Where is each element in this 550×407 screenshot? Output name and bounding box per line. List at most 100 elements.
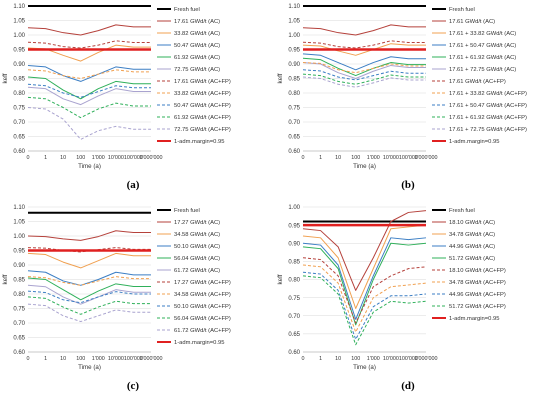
series-line [302,264,427,333]
series-line [27,69,151,79]
legend-label: 61.92 GWd/t (AC) [174,55,220,61]
x-tick-label: 10 [335,155,341,161]
legend-label: 56.04 GWd/t (AC) [174,256,220,262]
series-line [302,242,427,326]
series-line [302,224,427,309]
y-tick-label: 0.70 [13,120,25,126]
chart-panel-2: 0.60 0.65 0.70 0.75 0.80 0.85 0.90 0.95 1.00 1.05… [277,4,527,170]
x-tick-label: 10 [60,155,66,161]
series-line [302,57,426,77]
series-line [27,276,151,286]
chart-panel-4: 0.60 0.65 0.70 0.75 0.80 0.85 0.90 0.95 1.00 0 1 10… [277,205,506,371]
y-axis-title: keff [277,274,284,284]
legend-label: 51.72 GWd/t (AC) [449,256,495,262]
y-tick-label: 1.10 [13,205,25,211]
series-line [302,275,427,346]
y-tick-label: 0.75 [13,106,25,112]
legend-label: 44.96 GWd/t (AC+FP) [449,292,506,298]
panel-label: (a) [127,179,140,191]
legend-label: 51.72 GWd/t (AC+FP) [449,304,506,310]
y-tick-label: 0.90 [288,62,300,68]
x-tick-label: 1'000 [92,356,105,362]
legend-label: Fresh fuel [449,7,475,13]
series-line [27,24,151,36]
y-tick-label: 1.05 [13,220,25,226]
y-tick-label: 1.10 [288,4,300,10]
series-line [27,296,151,315]
legend-label: 61.72 GWd/t (AC) [174,268,220,274]
series-line [27,284,151,305]
y-tick-label: 0.90 [13,263,25,269]
chart-panel-1: 0.60 0.65 0.70 0.75 0.80 0.85 0.90 0.95 1.00 1.05… [2,4,231,170]
legend-label: 33.82 GWd/t (AC) [174,31,220,37]
x-tick-label: 100'000 [124,356,143,362]
series-line [27,230,151,241]
x-tick-label: 1'000'000 [414,356,437,362]
series-line [27,270,151,286]
legend-label: 17.27 GWd/t (AC+FP) [174,280,231,286]
panel-label: (b) [401,179,415,191]
legend-label: Fresh fuel [449,208,475,214]
y-tick-label: 0.65 [288,135,300,141]
legend-label: 1-adm.margin=0.95 [174,139,224,145]
x-tick-label: 100 [76,356,85,362]
series-line [27,83,151,98]
series-line [302,237,427,320]
x-tick-label: 0 [27,155,30,161]
series-line [27,277,151,301]
y-tick-label: 0.70 [13,321,25,327]
series-line [302,40,426,49]
y-tick-label: 0.80 [288,91,300,97]
y-tick-label: 0.75 [288,106,300,112]
series-line [302,210,427,291]
y-tick-label: 1.05 [13,19,25,25]
x-tick-label: 10 [60,356,66,362]
legend-label: 1-adm.margin=0.95 [449,316,499,322]
y-tick-label: 0.80 [13,292,25,298]
legend-label: Fresh fuel [174,208,200,214]
panel-label: (c) [127,380,140,392]
y-tick-label: 0.70 [288,120,300,126]
legend-label: 17.61 GWd/t (AC) [174,19,220,25]
x-tick-label: 10'000 [383,155,399,161]
legend-label: 61.92 GWd/t (AC+FP) [174,115,231,121]
legend-label: 50.47 GWd/t (AC+FP) [174,103,231,109]
series-line [27,290,151,304]
series-line [27,86,151,106]
legend-label: 50.10 GWd/t (AC+FP) [174,304,231,310]
x-axis-title: Time (a) [353,364,376,371]
series-line [27,44,151,62]
y-tick-label: 0.85 [13,278,25,284]
series-line [27,96,151,119]
x-tick-label: 100'000 [399,155,418,161]
series-line [302,271,427,340]
legend-label: Fresh fuel [174,7,200,13]
legend-label: 61.72 GWd/t (AC+FP) [174,328,231,334]
legend-label: 17.61 + 33.82 GWd/t (AC+FP) [449,91,527,97]
y-tick-label: 0.65 [13,336,25,342]
legend-label: 17.61 + 61.92 GWd/t (AC+FP) [449,115,527,121]
y-tick-label: 0.95 [13,48,25,54]
x-tick-label: 0 [302,155,305,161]
y-tick-label: 1.10 [13,4,25,10]
legend-label: 17.61 GWd/t (AC) [449,19,495,25]
x-tick-label: 0 [302,356,305,362]
series-line [302,24,426,36]
x-tick-label: 100'000 [399,356,418,362]
y-tick-label: 1.00 [288,33,300,39]
y-tick-label: 0.60 [288,350,300,356]
legend-label: 34.58 GWd/t (AC+FP) [174,292,231,298]
series-line [302,62,426,74]
chart-panel-3: 0.60 0.65 0.70 0.75 0.80 0.85 0.90 0.95 1.00 1.05… [2,205,231,371]
y-tick-label: 0.90 [288,241,300,247]
x-tick-label: 100 [351,356,360,362]
series-line [302,43,426,56]
legend-label: 34.58 GWd/t (AC) [174,232,220,238]
legend-label: 18.10 GWd/t (AC+FP) [449,268,506,274]
legend-label: 50.10 GWd/t (AC) [174,244,220,250]
legend-label: 56.04 GWd/t (AC+FP) [174,316,231,322]
series-line [302,69,426,81]
x-axis-title: Time (a) [78,163,101,170]
y-tick-label: 0.95 [13,249,25,255]
y-tick-label: 0.80 [13,91,25,97]
